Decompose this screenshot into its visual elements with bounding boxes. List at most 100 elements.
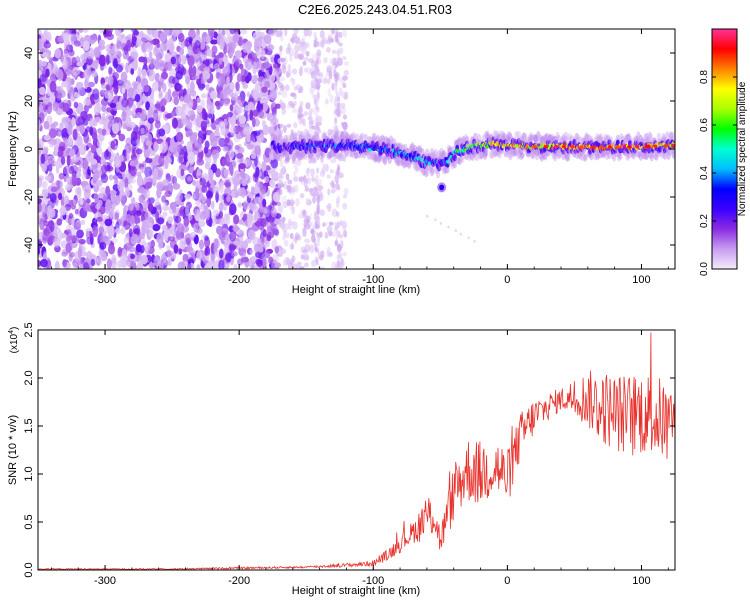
spectrogram-cell <box>223 86 231 95</box>
spectrogram-cell <box>251 116 256 128</box>
spectrogram-cell <box>177 32 185 43</box>
spectrogram-cell <box>204 235 209 241</box>
spectrogram-cell <box>229 125 236 137</box>
spectrogram-cell <box>62 258 67 268</box>
spectrogram-cell <box>153 255 161 267</box>
spectrogram-cell <box>71 66 80 77</box>
spectrogram-cell <box>337 229 341 236</box>
spectrogram-cell <box>98 39 106 47</box>
spectrogram-cell <box>290 77 294 82</box>
spectrogram-cell <box>170 56 177 65</box>
spectrogram-cell <box>303 252 309 259</box>
spectrogram-cell <box>129 159 135 167</box>
spectrogram-cell <box>213 63 220 71</box>
spectrogram-cell <box>76 61 85 67</box>
colorbar: 0.00.20.40.60.8 Normalized spectral ampl… <box>699 28 748 276</box>
spectrogram-cell <box>204 247 209 256</box>
spectrogram-cell <box>77 246 82 259</box>
spectrogram-cell <box>272 113 277 119</box>
y-tick-label: -40 <box>23 237 35 253</box>
spectrogram-cell <box>343 187 349 195</box>
spectrogram-cell <box>157 110 163 119</box>
spectrogram-cell <box>270 207 278 218</box>
spectrogram-cell <box>312 195 316 204</box>
spectrogram-cell <box>184 193 192 200</box>
spectrogram-cell <box>131 31 136 44</box>
spectrogram-cell <box>151 81 159 92</box>
spectrogram-cell <box>305 197 310 205</box>
spectrogram-cell <box>334 34 338 40</box>
spectrogram-cell <box>304 187 310 192</box>
spectrogram-cell <box>205 118 210 125</box>
spectrogram-cell <box>171 32 177 43</box>
spectrogram-cell <box>67 135 73 146</box>
spectrogram-cell <box>553 145 559 149</box>
spectrogram-cell <box>136 261 144 269</box>
spectrogram-cell <box>95 179 103 187</box>
spectrogram-cell <box>101 164 109 174</box>
spectrogram-cell <box>225 181 231 188</box>
spectrogram-cell <box>307 116 313 121</box>
spectrogram-cell <box>84 184 91 191</box>
spectrogram-cell <box>120 195 126 207</box>
spectrogram-cell <box>63 49 69 59</box>
spectrogram-cell <box>128 178 136 184</box>
spectrogram-cell <box>238 115 247 125</box>
spectrogram-cell <box>266 234 272 242</box>
spectrogram-cell <box>148 229 154 239</box>
spectrogram-cell <box>230 251 238 257</box>
spectrogram-cell <box>87 52 95 60</box>
spectrogram-cell <box>210 39 218 45</box>
spectrogram-cell <box>208 29 215 39</box>
spectrogram-cell <box>234 144 240 150</box>
spectrogram-cell <box>334 225 338 231</box>
spectrogram-cell <box>242 240 248 249</box>
spectrogram-cell <box>176 233 182 240</box>
spectrogram-cell <box>342 251 347 257</box>
spectrogram-cell <box>117 180 125 192</box>
spectrogram-cell <box>201 108 207 121</box>
spectrogram-cell <box>109 48 116 55</box>
spectrogram-cell <box>124 83 129 90</box>
spectrogram-cell <box>303 262 309 268</box>
spectrogram-cell <box>62 102 70 113</box>
spectrogram-cell <box>543 145 549 149</box>
y-tick-label: 40 <box>23 47 35 59</box>
spectrogram-cell <box>44 175 52 182</box>
spectrogram-cell <box>287 63 291 72</box>
spectrogram-cell <box>39 103 43 113</box>
spectrogram-cell <box>304 223 311 230</box>
spectrogram-cell <box>261 86 268 93</box>
spectrogram-cell <box>146 33 154 41</box>
spectrogram-cell <box>144 132 153 144</box>
spectrogram-cell <box>277 81 283 88</box>
spectrogram-cell <box>179 95 184 106</box>
spectrogram-cell <box>198 239 205 250</box>
spectrogram-cell <box>185 237 191 246</box>
spectrogram-cell <box>145 41 151 48</box>
spectrogram-cell <box>135 202 140 211</box>
spectrogram-cell <box>120 256 128 263</box>
spectrogram-cell <box>90 34 96 41</box>
spectrogram-cell <box>226 195 231 202</box>
spectrogram-cell <box>183 93 192 104</box>
spectrogram-cell <box>288 224 293 230</box>
spectrogram-cell <box>336 93 340 102</box>
spectrogram-cell <box>607 145 613 149</box>
spectrogram-cell <box>171 90 180 99</box>
spectrogram-cell <box>222 146 229 152</box>
spectrogram-cell <box>342 55 347 61</box>
spectrogram-cell <box>114 195 121 206</box>
spectrogram-cell <box>224 154 231 167</box>
spectrogram-cell <box>299 266 305 269</box>
spectrogram-cell <box>298 213 305 219</box>
spectrogram-cell <box>166 249 173 257</box>
spectrogram-cell <box>260 47 265 60</box>
spectrogram-cell <box>73 262 78 268</box>
spectrogram-cell <box>313 31 317 39</box>
spectrogram-cell <box>285 232 290 239</box>
spectrogram-cell <box>136 175 144 187</box>
spectrogram-cell <box>86 236 93 245</box>
spectrogram-cell <box>114 158 122 168</box>
spectrogram-cell <box>316 200 320 209</box>
